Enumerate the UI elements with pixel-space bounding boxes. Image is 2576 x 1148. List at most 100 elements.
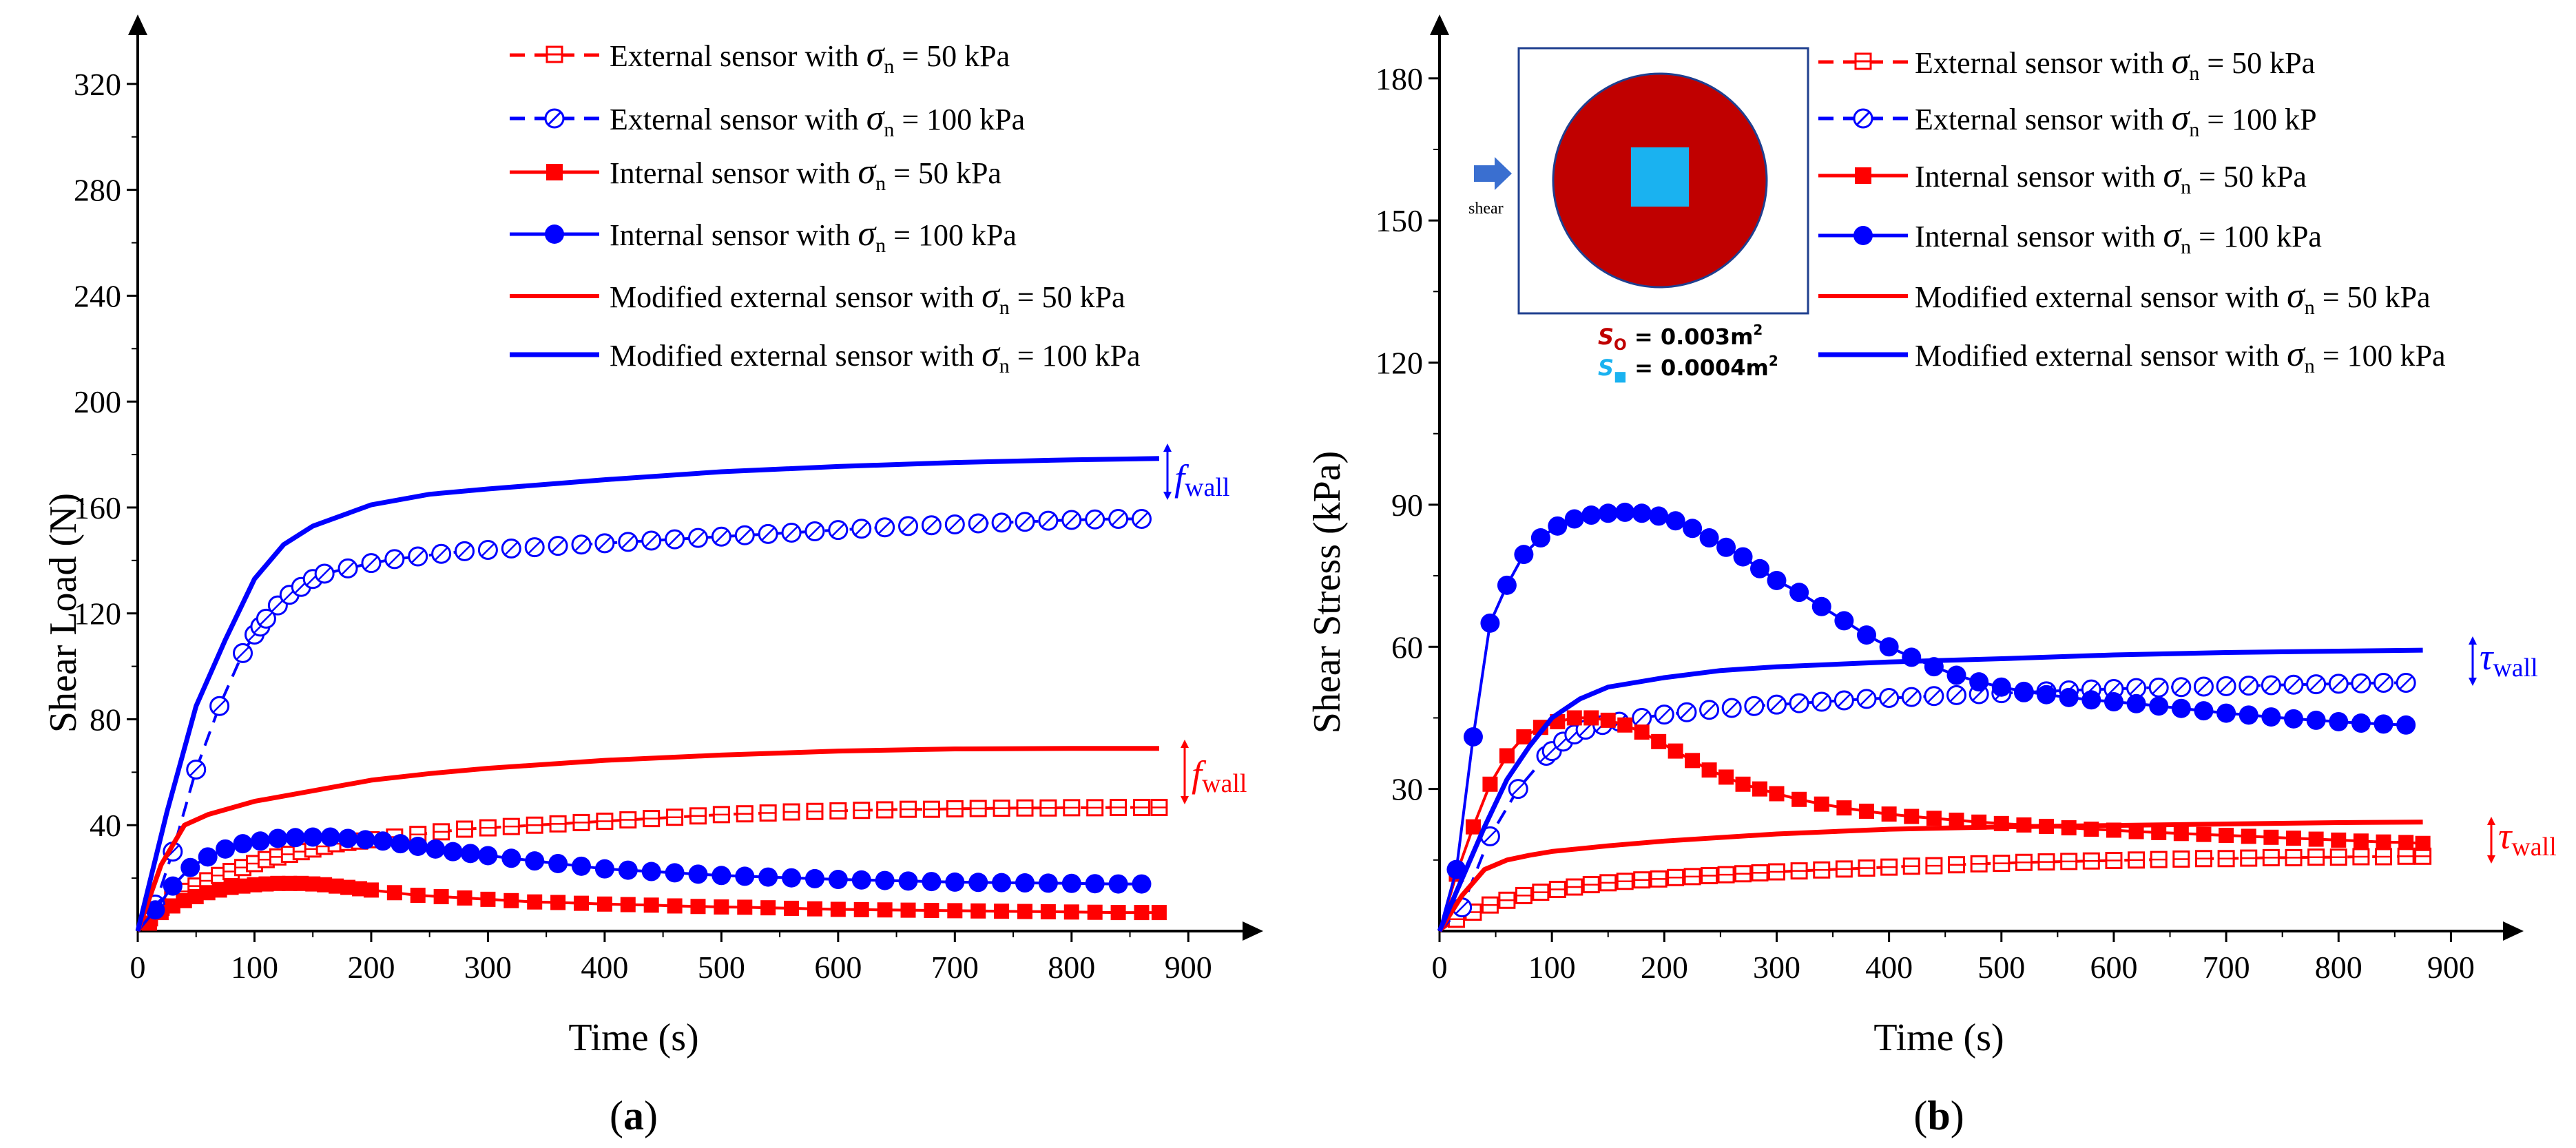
data-point: [620, 897, 636, 912]
data-point: [1085, 874, 1105, 894]
data-point: [2261, 707, 2281, 727]
data-point: [1925, 857, 1943, 875]
data-point: [2285, 848, 2303, 866]
svg-text:Internal sensor with σn = 100: Internal sensor with σn = 100 kPa: [610, 214, 1017, 257]
data-point: [2126, 693, 2146, 713]
data-point: [1834, 690, 1854, 711]
data-point: [329, 878, 344, 894]
data-point: [282, 875, 298, 891]
x-tick-label: 400: [581, 950, 628, 985]
data-point: [1767, 570, 1787, 590]
data-point: [2216, 703, 2236, 723]
data-point: [714, 899, 729, 915]
data-point: [426, 839, 446, 859]
data-point: [180, 857, 200, 877]
svg-text:Modified external sensor with: Modified external sensor with σn = 50 kP…: [1915, 276, 2431, 319]
data-point: [993, 800, 1010, 817]
y-tick-label: 240: [74, 278, 121, 313]
legend-b-item-int-100: Internal sensor with σn = 100 kPa: [1818, 216, 2322, 258]
data-point: [1039, 799, 1057, 817]
data-point: [1634, 724, 1650, 740]
data-point: [384, 549, 405, 570]
data-point: [2261, 675, 2281, 696]
panel-b-inset: shear SO = 0.003m2 S■ = 0.0004m2: [1468, 47, 1809, 384]
y-tick-label: 280: [74, 173, 121, 208]
data-point: [759, 804, 777, 822]
data-point: [2241, 828, 2256, 844]
panel-b-x-axis-label: Time (s): [1873, 1016, 2004, 1059]
data-point: [2240, 849, 2258, 867]
data-point: [526, 816, 543, 834]
data-point: [1085, 509, 1105, 530]
data-point: [431, 543, 452, 564]
x-tick-label: 100: [231, 950, 278, 985]
data-point: [188, 889, 204, 905]
chart-panel-b: 0 100 200 300 400 500 600 700 800 900 30 60 90 120 150…: [1306, 14, 2557, 1138]
data-point: [875, 517, 895, 538]
data-point: [1132, 798, 1150, 816]
data-point: [1151, 905, 1167, 921]
data-point: [2263, 829, 2279, 845]
data-point: [641, 530, 662, 551]
data-point: [303, 827, 323, 847]
series-line: [1438, 855, 2423, 932]
data-point: [641, 862, 661, 881]
y-axis-arrow-icon: [128, 14, 147, 35]
svg-text:τwall: τwall: [2498, 815, 2557, 862]
data-point: [734, 525, 755, 545]
data-point: [1767, 863, 1785, 881]
data-point: [141, 915, 157, 931]
data-point: [921, 515, 942, 536]
y-tick-label: 160: [74, 490, 121, 525]
data-point: [270, 875, 286, 891]
data-point: [994, 904, 1010, 919]
data-point: [163, 876, 183, 896]
data-point: [2037, 853, 2055, 871]
series-line: [136, 517, 1142, 932]
data-point: [2262, 848, 2280, 866]
data-point: [1811, 691, 1832, 712]
data-point: [594, 859, 614, 879]
data-point: [1924, 686, 1944, 707]
data-point: [1901, 687, 1922, 707]
data-point: [2194, 701, 2214, 721]
data-point: [1735, 776, 1751, 792]
svg-text:External sensor with σn = 50 k: External sensor with σn = 50 kPa: [1915, 42, 2315, 85]
data-point: [455, 541, 475, 561]
data-point: [2104, 692, 2123, 712]
data-point: [922, 800, 940, 818]
data-point: [1721, 698, 1742, 718]
legend-a-item-int-100: Internal sensor with σn = 100 kPa: [510, 214, 1017, 257]
data-point: [1701, 867, 1718, 885]
data-point: [1789, 583, 1809, 603]
chart-panel-a: 0 100 200 300 400 500 600 700 800 900 40 80 120 160 20…: [42, 14, 1263, 1138]
data-point: [618, 532, 638, 552]
data-point: [198, 847, 218, 867]
data-point: [250, 831, 270, 851]
data-point: [992, 873, 1012, 893]
data-point: [1110, 798, 1128, 816]
data-point: [760, 900, 776, 916]
panel-a-fwall-lower: fwall: [1181, 740, 1247, 804]
data-point: [2059, 687, 2079, 707]
data-point: [969, 800, 987, 817]
data-point: [596, 896, 612, 912]
data-point: [1856, 689, 1877, 709]
data-point: [268, 828, 288, 848]
data-point: [784, 900, 800, 916]
data-point: [527, 894, 543, 910]
data-point: [1061, 873, 1081, 893]
legend-a-item-ext-50: External sensor with σn = 50 kPa: [510, 35, 1010, 78]
data-point: [293, 875, 309, 891]
data-point: [1668, 743, 1683, 759]
data-point: [2284, 709, 2303, 729]
data-point: [386, 885, 402, 901]
data-point: [572, 813, 590, 831]
data-point: [461, 844, 480, 864]
data-point: [2037, 685, 2057, 705]
data-point: [2329, 848, 2347, 866]
data-point: [1879, 637, 1899, 657]
series-b-4: [1437, 820, 2423, 932]
x-tick-label: 200: [347, 950, 395, 985]
data-point: [2171, 677, 2192, 698]
